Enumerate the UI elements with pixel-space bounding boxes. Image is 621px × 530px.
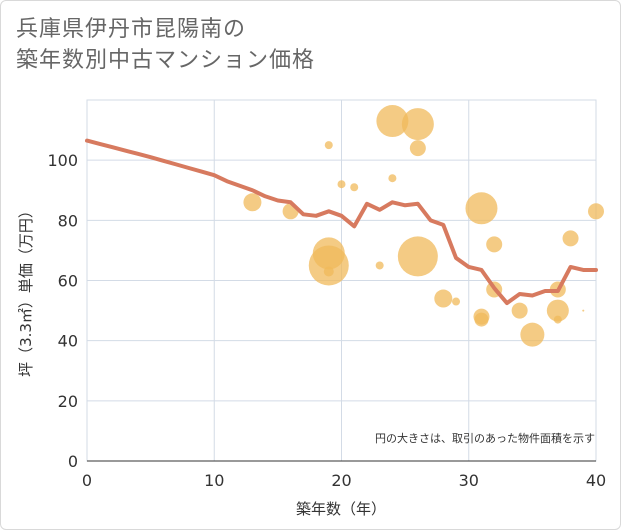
x-tick-label: 10 xyxy=(204,471,224,490)
y-tick-label: 40 xyxy=(58,332,78,351)
axes: 0 10 20 30 40 0 20 40 60 80 100 xyxy=(47,151,606,490)
bubble-point xyxy=(308,245,349,286)
bubble-point xyxy=(434,289,453,308)
x-tick-label: 20 xyxy=(331,471,351,490)
x-tick-label: 30 xyxy=(459,471,479,490)
bubble-point xyxy=(409,140,426,157)
bubble-point xyxy=(350,183,359,192)
trend-line-group xyxy=(85,138,598,306)
bubble-point xyxy=(397,236,438,277)
bubble-point xyxy=(401,108,434,141)
bubble-point xyxy=(486,236,503,253)
y-axis-label: 坪（3.3㎡）単価（万円） xyxy=(17,203,35,377)
bubble-point xyxy=(511,302,528,319)
bubble-point xyxy=(582,309,585,312)
bubble-point xyxy=(388,174,397,183)
bubble-point xyxy=(337,180,346,189)
bubble-point xyxy=(375,261,384,270)
bubble-size-note: 円の大きさは、取引のあった物件面積を示す xyxy=(375,431,595,445)
trend-line xyxy=(85,138,598,306)
bubble-point xyxy=(562,230,579,247)
y-tick-label: 80 xyxy=(58,211,78,230)
bubble-point xyxy=(376,105,409,138)
bubble-point xyxy=(553,315,562,324)
chart-title: 兵庫県伊丹市昆陽南の 築年数別中古マンション価格 xyxy=(16,14,315,76)
bubble-point xyxy=(324,141,333,150)
y-tick-label: 100 xyxy=(47,151,78,170)
chart-title-line-1: 兵庫県伊丹市昆陽南の xyxy=(16,17,247,42)
y-tick-label: 0 xyxy=(68,452,78,471)
bubble-point xyxy=(452,297,461,306)
bubble-series xyxy=(243,105,604,347)
x-tick-label: 0 xyxy=(82,471,92,490)
chart-title-line-2: 築年数別中古マンション価格 xyxy=(16,48,316,73)
bubble-point xyxy=(520,322,545,347)
bubble-point xyxy=(243,193,262,212)
x-axis-label: 築年数（年） xyxy=(296,500,386,518)
x-tick-label: 40 xyxy=(586,471,606,490)
bubble-point xyxy=(465,192,498,225)
bubble-point xyxy=(546,299,569,322)
bubble-point xyxy=(323,266,334,277)
bubble-point xyxy=(474,312,489,327)
y-tick-label: 60 xyxy=(58,272,78,291)
bubble-point xyxy=(588,203,604,220)
y-tick-label: 20 xyxy=(58,392,78,411)
